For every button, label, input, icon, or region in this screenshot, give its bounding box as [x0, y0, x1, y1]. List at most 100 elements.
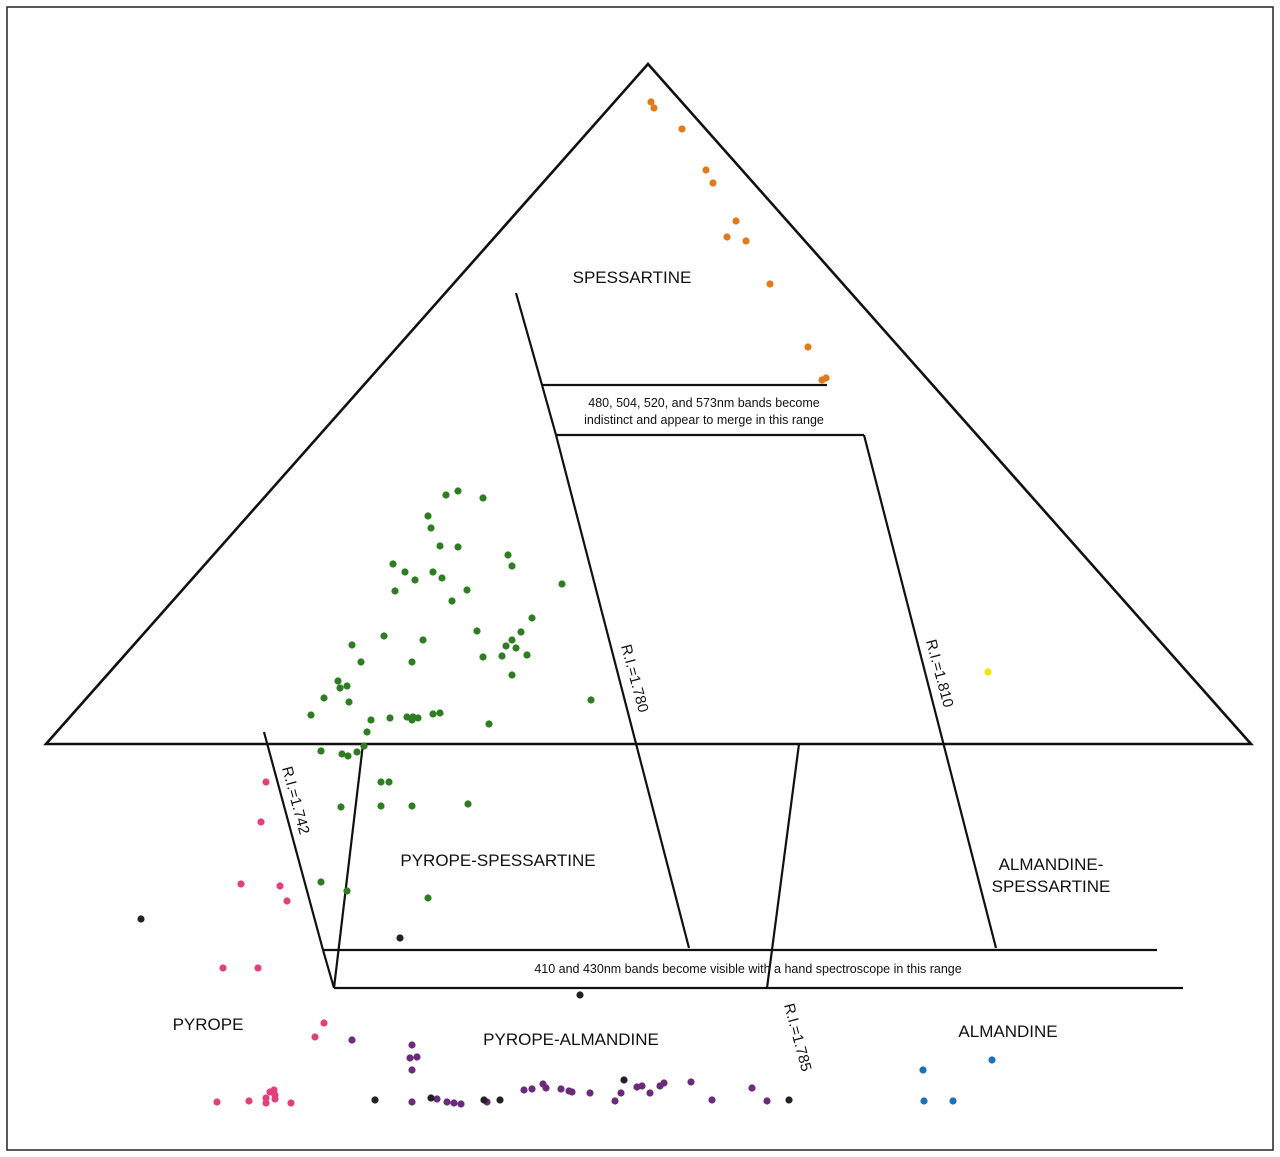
- pyrope-spessartine-point: [363, 728, 371, 736]
- pyrope-point: [320, 1019, 328, 1027]
- spessartine-point: [650, 104, 658, 112]
- pyrope-spessartine-point: [427, 524, 435, 532]
- pyrope-almandine-point: [542, 1084, 550, 1092]
- ri-1785-line: [765, 743, 801, 989]
- pyrope-almandine-point: [450, 1099, 458, 1107]
- pyrope-spessartine-point: [502, 642, 510, 650]
- pyrope-point: [271, 1095, 279, 1103]
- pyrope-almandine-point: [565, 1087, 573, 1095]
- pyrope-spessartine-point: [338, 750, 346, 758]
- spessartine-boundary-left: [514, 292, 544, 386]
- pyrope-point: [287, 1099, 295, 1107]
- lower-band-note: 410 and 430nm bands become visible with …: [534, 962, 961, 976]
- upper-band-left-edge: [540, 384, 558, 436]
- pyrope-spessartine-point: [414, 714, 422, 722]
- pyrope-almandine-point: [763, 1097, 771, 1105]
- pyrope-almandine-point: [638, 1082, 646, 1090]
- almandine-point: [949, 1097, 957, 1105]
- upper-band-note-line1: 480, 504, 520, and 573nm bands become: [588, 396, 819, 410]
- pyrope-spessartine-point: [508, 562, 516, 570]
- pyrope-spessartine-point: [353, 748, 361, 756]
- pyrope-almandine-point: [413, 1053, 421, 1061]
- dark-point: [396, 934, 404, 942]
- pyrope-spessartine-point: [411, 576, 419, 584]
- pyrope-spessartine-point: [360, 742, 368, 750]
- pyrope-spessartine-point: [408, 716, 416, 724]
- label-almandine-spessartine-2: SPESSARTINE: [992, 877, 1111, 896]
- spessartine-point: [732, 217, 740, 225]
- pyrope-spessartine-point: [401, 568, 409, 576]
- almandine-point: [988, 1056, 996, 1064]
- upper-band-note-line2: indistinct and appear to merge in this r…: [584, 413, 824, 427]
- pyrope-spessartine-point: [558, 580, 566, 588]
- almandine-point: [919, 1066, 927, 1074]
- spessartine-point: [742, 237, 750, 245]
- pyrope-point: [237, 880, 245, 888]
- dark-point: [496, 1096, 504, 1104]
- pyrope-point: [283, 897, 291, 905]
- pyrope-spessartine-point: [408, 802, 416, 810]
- pyrope-spessartine-point: [587, 696, 595, 704]
- spessartine-point: [702, 166, 710, 174]
- pyrope-spessartine-point: [377, 778, 385, 786]
- pyrope-spessartine-point: [317, 747, 325, 755]
- pyrope-spessartine-point: [438, 574, 446, 582]
- pyrope-spessartine-point: [385, 778, 393, 786]
- spessartine-point: [804, 343, 812, 351]
- pyrope-spessartine-point: [504, 551, 512, 559]
- data-points: [137, 98, 996, 1108]
- pyrope-almandine-point: [408, 1041, 416, 1049]
- dark-point: [480, 1096, 488, 1104]
- pyrope-point: [257, 818, 265, 826]
- lower-band-left-edge: [321, 949, 336, 989]
- pyrope-spessartine-point: [508, 636, 516, 644]
- pyrope-almandine-point: [408, 1066, 416, 1074]
- pyrope-spessartine-point: [345, 698, 353, 706]
- pyrope-spessartine-point: [343, 682, 351, 690]
- pyrope-spessartine-point: [377, 802, 385, 810]
- pyrope-almandine-point: [348, 1036, 356, 1044]
- pyrope-spessartine-point: [386, 714, 394, 722]
- pyrope-spessartine-point: [380, 632, 388, 640]
- pyrope-almandine-point: [660, 1079, 668, 1087]
- pyrope-spessartine-point: [343, 887, 351, 895]
- dark-point: [371, 1096, 379, 1104]
- pyrope-spessartine-point: [479, 653, 487, 661]
- spessartine-point: [709, 179, 717, 187]
- pyrope-almandine-point: [520, 1086, 528, 1094]
- spessartine-point: [766, 280, 774, 288]
- dark-point: [620, 1076, 628, 1084]
- pyrope-spessartine-point: [442, 491, 450, 499]
- pyrope-spessartine-point: [436, 709, 444, 717]
- pyrope-spessartine-point: [336, 684, 344, 692]
- ri-1810-line: [862, 434, 998, 949]
- pyrope-spessartine-point: [508, 671, 516, 679]
- pyrope-spessartine-point: [528, 614, 536, 622]
- pyrope-spessartine-point: [498, 652, 506, 660]
- pyrope-spessartine-point: [473, 627, 481, 635]
- label-pyrope-almandine: PYROPE-ALMANDINE: [483, 1030, 659, 1049]
- pyrope-spessartine-point: [367, 716, 375, 724]
- spessartine-point: [818, 376, 826, 384]
- pyrope-point: [254, 964, 262, 972]
- pyrope-spessartine-point: [479, 494, 487, 502]
- pyrope-almandine-point: [586, 1089, 594, 1097]
- ri-1785-label: R.I.=1.785: [780, 1002, 814, 1074]
- ri-1810-label: R.I.=1.810: [922, 638, 956, 710]
- yellow-point: [984, 668, 992, 676]
- ri-1742-line: [262, 731, 325, 951]
- pyrope-spessartine-point: [419, 636, 427, 644]
- pyrope-spessartine-point: [464, 800, 472, 808]
- pyrope-spessartine-point: [463, 586, 471, 594]
- pyrope-spessartine-point: [348, 641, 356, 649]
- pyrope-almandine-point: [748, 1084, 756, 1092]
- pyrope-spessartine-point: [389, 560, 397, 568]
- pyrope-spessartine-point: [344, 752, 352, 760]
- pyrope-spessartine-point: [391, 587, 399, 595]
- label-spessartine: SPESSARTINE: [573, 268, 692, 287]
- pyrope-point: [276, 882, 284, 890]
- pyrope-almandine-point: [433, 1095, 441, 1103]
- label-pyrope-spessartine: PYROPE-SPESSARTINE: [400, 851, 595, 870]
- ri-1780-line: [554, 434, 691, 949]
- label-almandine-spessartine-1: ALMANDINE-: [999, 855, 1104, 874]
